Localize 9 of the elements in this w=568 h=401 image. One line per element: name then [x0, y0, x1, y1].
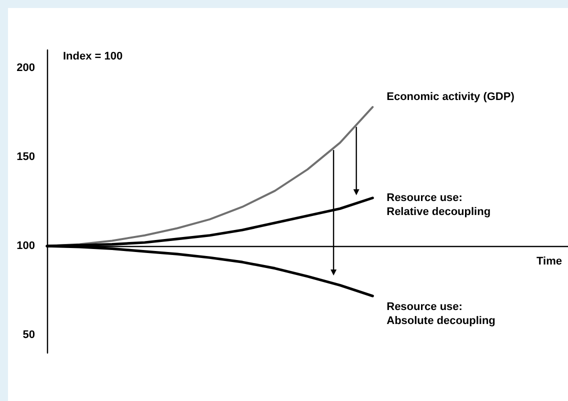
y-tick-label: 150 — [16, 150, 35, 163]
y-tick-label: 200 — [16, 62, 35, 74]
series-label: Resource use: Relative decoupling — [386, 192, 491, 218]
y-tick-label: 50 — [22, 329, 35, 342]
x-axis-title: Time — [536, 256, 562, 268]
series-label: Resource use: Absolute decoupling — [386, 300, 496, 327]
series-label: Economic activity (GDP) — [386, 91, 515, 104]
y-axis-title: Index = 100 — [63, 50, 123, 62]
y-tick-label: 100 — [16, 240, 35, 252]
